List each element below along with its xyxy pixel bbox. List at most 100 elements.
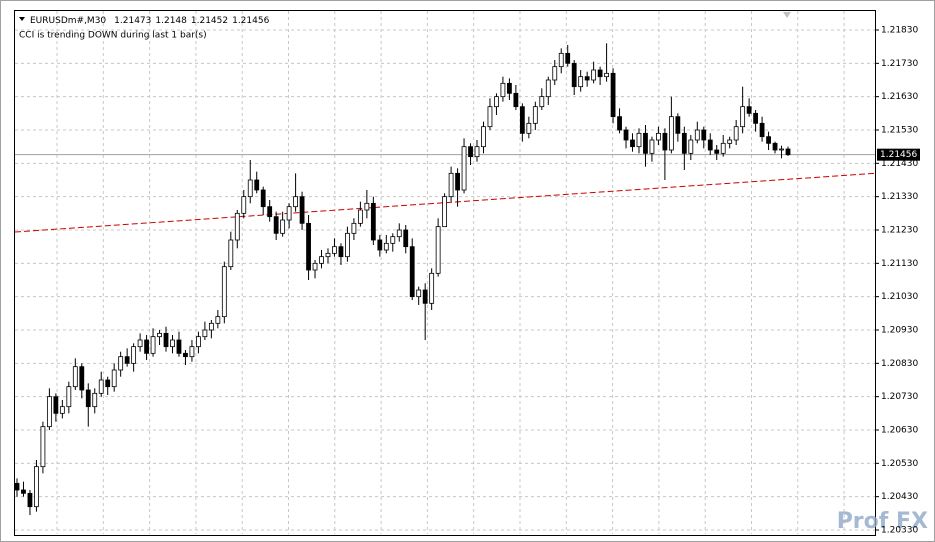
candle-body (759, 122, 765, 138)
candle-body (14, 482, 20, 491)
candle-body (364, 202, 370, 211)
candle-body (79, 366, 85, 391)
candle-body (92, 392, 98, 408)
candle-body (740, 106, 746, 128)
candle-body (442, 196, 448, 228)
candle-body (714, 149, 720, 154)
candle-body (215, 316, 221, 324)
candle-body (27, 492, 33, 508)
candle-body (513, 92, 519, 108)
candle-body (772, 142, 778, 151)
candle-body (260, 189, 266, 208)
candle-body (675, 116, 681, 134)
candle-body (157, 332, 162, 338)
grid (15, 11, 875, 534)
candle-body (558, 52, 564, 68)
candle-body (694, 129, 700, 141)
candle-body (183, 352, 188, 358)
chart-symbol: EURUSDm#,M30 1.21473 1.2148 1.21452 1.21456 (30, 16, 270, 26)
y-tick-label: 1.20630 (881, 426, 918, 436)
candle-body (753, 112, 759, 124)
last-high: 1.2148 (155, 16, 187, 26)
candle-body (383, 242, 389, 251)
y-tick-label: 1.20930 (881, 326, 918, 336)
candle-body (578, 76, 584, 88)
candle-body (241, 196, 247, 214)
y-tick-label: 1.21430 (881, 159, 918, 169)
candle-body (357, 209, 363, 224)
candle-body (377, 239, 383, 251)
candle-body (591, 69, 597, 81)
candle-body (163, 332, 169, 348)
candle-body (688, 139, 694, 154)
last-close: 1.21456 (232, 16, 269, 26)
candle-body (131, 346, 137, 364)
candle-body (247, 179, 253, 198)
candle-body (208, 322, 214, 331)
candle-body (150, 336, 156, 354)
candle-body (176, 339, 182, 354)
candle-body (435, 226, 441, 274)
candle-body (53, 396, 59, 414)
candle-body (286, 206, 292, 221)
candle-body (111, 369, 117, 388)
shift-marker (783, 12, 791, 18)
candle-body (325, 252, 331, 258)
candle-body (170, 339, 175, 348)
candle-body (649, 139, 655, 154)
candle-body (668, 116, 674, 151)
candle-body (46, 396, 52, 428)
candle-body (351, 222, 357, 234)
y-tick-label: 1.21630 (881, 92, 918, 102)
candle-body (299, 196, 305, 224)
candle-body (623, 129, 629, 141)
candle-body (293, 196, 298, 208)
candle-body (429, 272, 435, 304)
candle-body (105, 379, 111, 388)
candle-body (234, 212, 240, 241)
candle-body (630, 139, 635, 148)
candle-body (500, 82, 506, 98)
candle-body (707, 139, 713, 151)
candle-body (481, 126, 486, 148)
y-tick-label: 1.20530 (881, 459, 918, 469)
y-tick-label: 1.21330 (881, 192, 918, 202)
candle-body (403, 229, 409, 248)
candle-body (21, 489, 26, 494)
candle-body (494, 96, 499, 108)
y-tick-label: 1.21730 (881, 59, 918, 69)
candle-body (390, 236, 396, 244)
candle-body (34, 466, 39, 508)
candle-body (720, 142, 726, 154)
candle-body (461, 146, 467, 191)
candle-body (617, 116, 622, 131)
candle-body (532, 106, 538, 124)
candle-body (72, 366, 78, 388)
y-tick-label: 1.21030 (881, 292, 918, 302)
y-tick-label: 1.20330 (881, 526, 918, 536)
candle-body (267, 206, 273, 218)
symbol: EURUSDm#,M30 (30, 16, 106, 26)
candle-body (766, 136, 771, 144)
y-tick-label: 1.20830 (881, 359, 918, 369)
indicator-message: CCI is trending DOWN during last 1 bar(s… (19, 31, 207, 41)
candle-body (733, 126, 739, 141)
candle-body (338, 246, 344, 258)
price-label: 1.21456 (880, 150, 917, 160)
candle-body (643, 132, 648, 154)
candle-body (312, 262, 318, 271)
candle-body (422, 289, 428, 304)
candle-body (507, 82, 512, 94)
candle-body (118, 356, 124, 371)
candle-body (319, 256, 324, 264)
candle-body (656, 132, 661, 141)
last-open: 1.21473 (114, 16, 151, 26)
candle-body (487, 106, 493, 128)
candle-body (448, 172, 454, 198)
candle-body (66, 386, 72, 408)
y-tick-label: 1.21230 (881, 226, 918, 236)
candle-body (189, 346, 195, 358)
candle-body (474, 146, 480, 158)
y-tick-label: 1.20430 (881, 492, 918, 502)
